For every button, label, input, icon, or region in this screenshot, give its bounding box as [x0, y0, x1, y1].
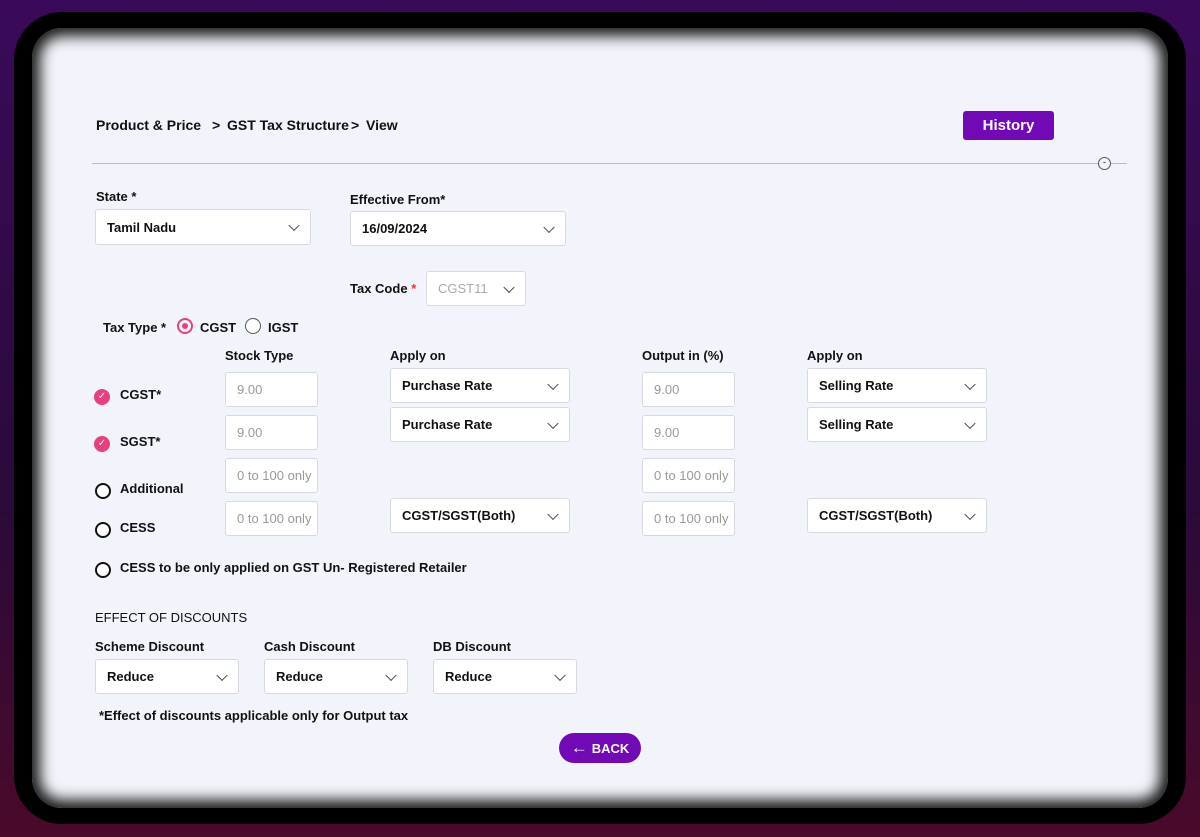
effective-from-label: Effective From*: [350, 192, 446, 207]
chevron-down-icon: [288, 219, 300, 232]
chevron-down-icon: [503, 281, 515, 293]
stock-type-header: Stock Type: [225, 348, 294, 363]
cgst-apply-select[interactable]: Purchase Rate: [390, 368, 570, 403]
tax-type-label: Tax Type *: [103, 320, 167, 335]
db-discount-label: DB Discount: [433, 639, 511, 654]
discounts-title: EFFECT OF DISCOUNTS: [95, 610, 248, 625]
tax-type-cgst-label: CGST: [200, 320, 237, 335]
cess-unregistered-radio[interactable]: [95, 562, 111, 578]
breadcrumb-separator: >: [212, 117, 221, 133]
cgst-checkbox[interactable]: ✓: [94, 389, 110, 405]
cash-discount-label: Cash Discount: [264, 639, 356, 654]
chevron-down-icon: [964, 508, 976, 520]
tax-type-igst-radio[interactable]: [245, 318, 261, 334]
db-discount-select[interactable]: Reduce: [433, 659, 577, 694]
scheme-discount-select[interactable]: Reduce: [95, 659, 239, 694]
chevron-down-icon: [216, 669, 228, 681]
cgst-output-apply-select[interactable]: Selling Rate: [807, 368, 987, 403]
cess-unregistered-label: CESS to be only applied on GST Un- Regis…: [120, 560, 467, 575]
cess-output-apply-select[interactable]: CGST/SGST(Both): [807, 498, 987, 533]
cgst-stock-input[interactable]: 9.00: [225, 372, 318, 407]
back-label: BACK: [591, 740, 630, 756]
tax-code-select[interactable]: CGST11: [426, 271, 526, 306]
divider: [92, 163, 1127, 164]
cess-radio[interactable]: [95, 522, 111, 538]
sgst-label: SGST*: [120, 434, 161, 449]
chevron-down-icon: [964, 417, 976, 429]
breadcrumb-gst-tax-structure[interactable]: GST Tax Structure: [227, 117, 349, 133]
state-select[interactable]: Tamil Nadu: [95, 209, 311, 245]
cess-output-input[interactable]: 0 to 100 only: [642, 501, 735, 536]
additional-label: Additional: [120, 481, 184, 496]
cess-apply-select[interactable]: CGST/SGST(Both): [390, 498, 570, 533]
output-header: Output in (%): [642, 348, 724, 363]
sgst-output-input[interactable]: 9.00: [642, 415, 735, 450]
breadcrumb-view: View: [366, 117, 398, 133]
apply-on-header: Apply on: [390, 348, 446, 363]
cgst-label: CGST*: [120, 387, 162, 402]
tax-code-value: CGST11: [438, 281, 488, 296]
apply-on-output-header: Apply on: [807, 348, 863, 363]
chevron-down-icon: [554, 669, 566, 681]
chevron-down-icon: [543, 221, 555, 233]
cash-discount-select[interactable]: Reduce: [264, 659, 408, 694]
cgst-output-input[interactable]: 9.00: [642, 372, 735, 407]
chevron-down-icon: [385, 669, 397, 681]
state-label: State *: [96, 189, 137, 204]
sgst-stock-input[interactable]: 9.00: [225, 415, 318, 450]
history-button[interactable]: History: [963, 111, 1054, 140]
scheme-discount-label: Scheme Discount: [95, 639, 205, 654]
chevron-down-icon: [547, 417, 559, 429]
sgst-apply-select[interactable]: Purchase Rate: [390, 407, 570, 442]
chevron-down-icon: [964, 378, 976, 390]
effective-from-value: 16/09/2024: [362, 221, 428, 236]
chevron-down-icon: [547, 378, 559, 390]
breadcrumb-separator: >: [351, 117, 360, 133]
breadcrumb-product-price[interactable]: Product & Price: [96, 117, 202, 133]
tax-code-label: Tax Code *: [350, 281, 417, 296]
state-value: Tamil Nadu: [107, 219, 177, 235]
additional-radio[interactable]: [95, 483, 111, 499]
cess-stock-input[interactable]: 0 to 100 only: [225, 501, 318, 536]
sgst-output-apply-select[interactable]: Selling Rate: [807, 407, 987, 442]
additional-stock-input[interactable]: 0 to 100 only: [225, 458, 318, 493]
arrow-left-icon: ←: [570, 738, 588, 757]
tax-type-cgst-radio[interactable]: [177, 318, 193, 334]
tax-type-igst-label: IGST: [268, 320, 299, 335]
effective-from-select[interactable]: 16/09/2024: [350, 211, 566, 246]
discounts-note: *Effect of discounts applicable only for…: [99, 708, 409, 723]
additional-output-input[interactable]: 0 to 100 only: [642, 458, 735, 493]
collapse-icon[interactable]: -: [1098, 157, 1111, 170]
back-button[interactable]: ← BACK: [559, 733, 641, 763]
sgst-checkbox[interactable]: ✓: [94, 436, 110, 452]
cess-label: CESS: [120, 520, 156, 535]
chevron-down-icon: [547, 508, 559, 520]
